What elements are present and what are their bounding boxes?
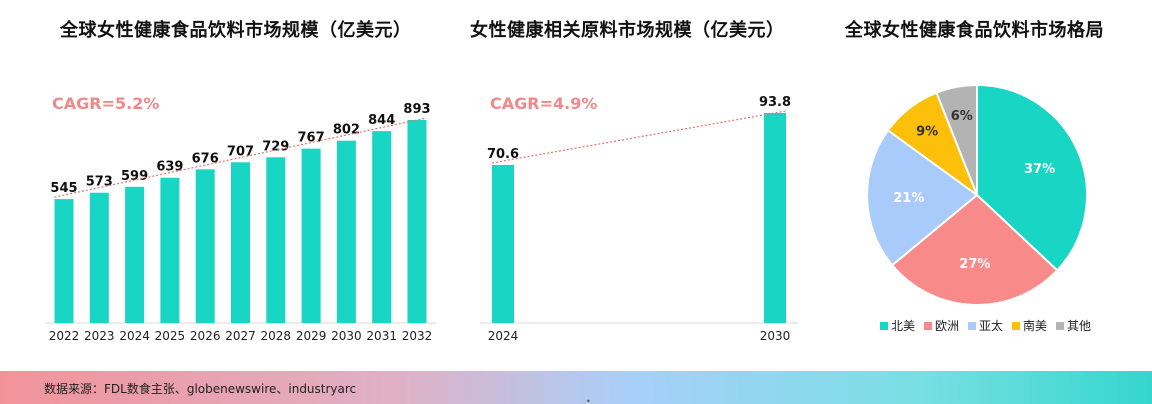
legend-label-3: 南美 [1023,318,1047,333]
cagr-trendline [54,117,427,198]
x-tick-label-2023: 2023 [84,329,115,343]
data-label-2024: 70.6 [487,147,519,162]
pie-label-1: 27% [959,257,990,272]
bar-2024 [492,164,514,323]
x-tick-label-2024: 2024 [119,329,150,343]
data-label-2024: 599 [121,169,148,184]
bar-2029 [301,148,321,323]
bar-2026 [195,169,215,323]
bar-2028 [266,157,286,323]
bar-2031 [372,131,392,323]
bar-2030 [336,140,356,323]
pie-label-0: 37% [1024,162,1055,177]
legend-swatch-0 [880,322,888,330]
bar-2025 [160,177,180,323]
legend-swatch-2 [968,322,976,330]
pie-label-2: 21% [893,191,924,206]
pie-label-3: 9% [916,125,938,140]
x-tick-label-2025: 2025 [155,329,186,343]
chart-title-market-landscape: 全球女性健康食品饮料市场格局 [845,20,1104,41]
cagr-label: CAGR=4.9% [490,94,597,113]
data-label-2027: 707 [227,144,254,159]
pie-chart-market-landscape: 37% 27% 21% 9% 6% 北美 欧洲 亚太 南美 其他 [866,83,1091,333]
data-label-2026: 676 [192,151,219,166]
bar-2024 [125,186,145,323]
x-tick-label-2031: 2031 [366,329,397,343]
pie-slice-0 [976,83,1088,272]
data-label-2032: 893 [403,102,430,117]
pie-slice-2 [866,128,979,267]
x-tick-label-2027: 2027 [225,329,256,343]
legend-swatch-4 [1056,322,1064,330]
data-label-2029: 767 [298,131,325,146]
x-tick-label-2022: 2022 [49,329,80,343]
bar-chart-ingredients-market: 70.6 2024 93.8 2030 CAGR=4.9% [480,94,798,343]
pie-label-4: 6% [951,109,973,124]
legend-label-1: 欧洲 [935,319,959,333]
data-label-2031: 844 [368,113,395,128]
data-label-2030: 93.8 [759,95,791,110]
bar-2023 [89,192,109,323]
legend-swatch-3 [1012,322,1020,330]
legend-label-0: 北美 [891,319,915,333]
x-tick-label-2030: 2030 [331,329,362,343]
x-tick-label-2028: 2028 [261,329,292,343]
legend-swatch-1 [924,322,932,330]
footer-band: 数据来源：FDL数食主张、globenewswire、industryarc • [0,371,1152,404]
data-label-2028: 729 [262,139,289,154]
bar-2032 [407,120,427,323]
chart-title-ingredients-market: 女性健康相关原料市场规模（亿美元） [470,20,785,41]
bar-2030 [764,113,786,323]
bar-2022 [54,199,74,323]
bar-chart-global-market: 5452022573202359920246392025676202670720… [46,94,436,343]
x-tick-label-2029: 2029 [296,329,327,343]
data-label-2030: 802 [333,123,360,138]
x-tick-label-2024: 2024 [488,329,519,343]
chart-title-global-market: 全球女性健康食品饮料市场规模（亿美元） [60,20,412,41]
cagr-trendline [491,110,787,164]
x-tick-label-2030: 2030 [760,329,791,343]
footer-dot: • [586,397,591,404]
x-tick-label-2032: 2032 [402,329,433,343]
x-tick-label-2026: 2026 [190,329,221,343]
footer-source-text: 数据来源：FDL数食主张、globenewswire、industryarc [44,382,357,396]
data-label-2022: 545 [50,181,77,196]
pie-slice-4 [935,83,978,196]
cagr-label: CAGR=5.2% [52,94,159,113]
legend-label-4: 其他 [1067,319,1091,333]
bar-2027 [231,162,250,323]
legend-label-2: 亚太 [979,318,1003,333]
pie-slice-1 [890,193,1059,306]
